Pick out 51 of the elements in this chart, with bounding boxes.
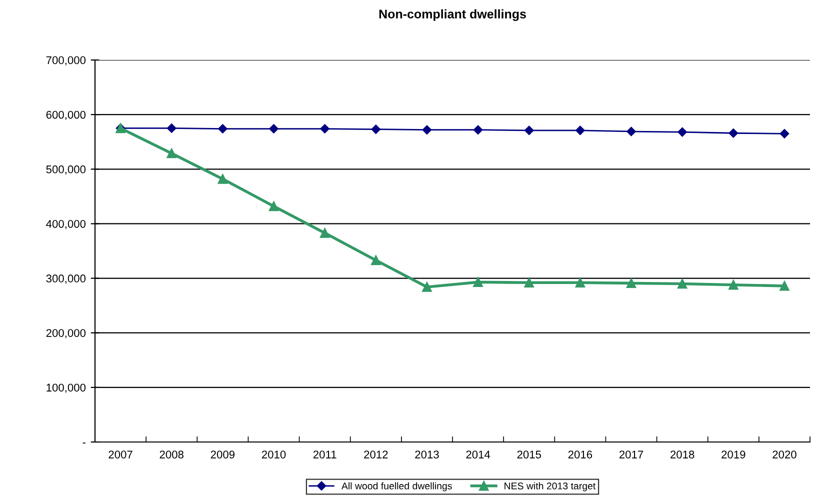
point <box>728 280 738 290</box>
point <box>320 228 330 238</box>
point <box>780 129 790 138</box>
point <box>166 148 176 158</box>
y-tick-label: 300,000 <box>46 274 86 284</box>
x-tick-label: 2020 <box>772 450 796 458</box>
chart-title: Non-compliant dwellings <box>379 9 526 21</box>
x-tick-label: 2013 <box>415 450 439 458</box>
legend-label: NES with 2013 target <box>504 482 596 492</box>
legend-label: All wood fuelled dwellings <box>341 482 452 492</box>
x-tick-label: 2018 <box>670 450 694 458</box>
x-tick-label: 2007 <box>108 450 132 458</box>
x-tick-label: 2009 <box>210 450 235 458</box>
point <box>320 124 330 134</box>
point <box>678 127 687 137</box>
point <box>524 126 534 136</box>
x-tick-label: 2016 <box>568 450 592 458</box>
point <box>473 277 483 287</box>
x-tick-label: 2008 <box>160 450 184 458</box>
point <box>575 278 586 288</box>
x-tick-label: 2012 <box>364 450 388 458</box>
point <box>524 278 534 288</box>
y-tick-label: 600,000 <box>46 110 86 120</box>
point <box>780 281 790 291</box>
point <box>473 125 483 134</box>
point <box>576 126 585 136</box>
x-tick-label: 2014 <box>466 450 490 458</box>
x-tick-label: 2015 <box>517 450 541 458</box>
y-tick-label: 700,000 <box>46 56 86 66</box>
point <box>268 201 279 212</box>
point <box>422 125 432 134</box>
y-tick-label: 100,000 <box>46 384 86 393</box>
point <box>218 174 228 184</box>
x-tick-label: 2010 <box>262 450 286 458</box>
point <box>626 278 636 288</box>
point <box>371 124 381 134</box>
point <box>166 124 176 133</box>
point <box>422 282 432 292</box>
x-tick-label: 2019 <box>722 450 746 458</box>
y-tick-label: - <box>82 442 86 444</box>
point <box>371 255 381 266</box>
y-tick-label: 200,000 <box>46 329 86 338</box>
y-tick-label: 500,000 <box>46 165 86 175</box>
point <box>626 126 636 136</box>
point <box>218 124 228 134</box>
point <box>269 124 278 134</box>
x-tick-label: 2017 <box>619 450 644 458</box>
y-tick-label: 400,000 <box>46 220 86 230</box>
x-tick-label: 2011 <box>313 450 336 458</box>
point <box>677 278 688 289</box>
point <box>728 128 738 138</box>
